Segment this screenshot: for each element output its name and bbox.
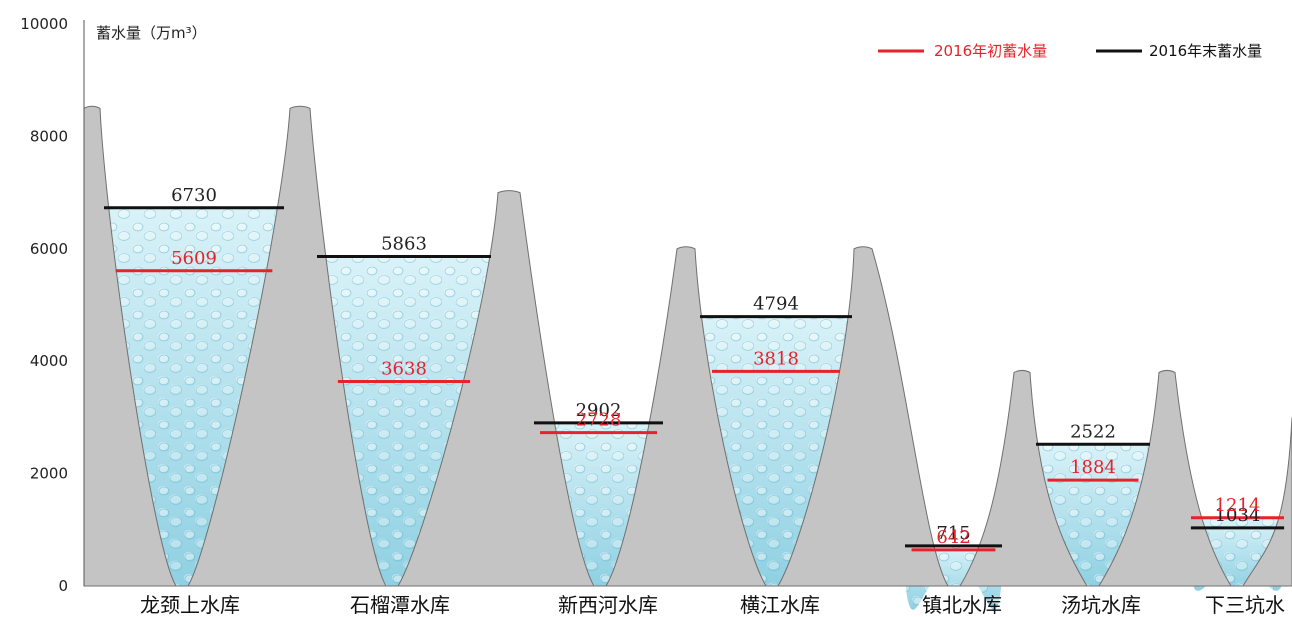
end-value-label: 2902 bbox=[576, 400, 622, 421]
begin-value-label: 3638 bbox=[381, 359, 427, 380]
begin-value-label: 1214 bbox=[1215, 495, 1261, 516]
legend-label-begin: 2016年初蓄水量 bbox=[934, 42, 1047, 60]
y-tick-label: 4000 bbox=[30, 352, 68, 370]
begin-value-label: 642 bbox=[936, 527, 970, 548]
y-tick-label: 8000 bbox=[30, 127, 68, 145]
begin-value-label: 1884 bbox=[1070, 457, 1116, 478]
category-label: 下三坑水 bbox=[1205, 593, 1285, 617]
category-label: 龙颈上水库 bbox=[140, 593, 240, 617]
y-tick-label: 0 bbox=[58, 577, 68, 595]
legend: 2016年初蓄水量 2016年末蓄水量 bbox=[878, 42, 1262, 60]
begin-value-label: 2728 bbox=[576, 410, 622, 431]
y-tick-label: 10000 bbox=[20, 15, 68, 33]
level-lines bbox=[104, 206, 1285, 552]
y-tick-labels: 0 2000 4000 6000 8000 10000 bbox=[20, 15, 68, 595]
end-value-label: 1034 bbox=[1215, 505, 1261, 526]
category-labels: 龙颈上水库 石榴潭水库 新西河水库 横江水库 镇北水库 汤坑水库 下三坑水 bbox=[140, 593, 1285, 617]
y-axis-title: 蓄水量（万m³） bbox=[96, 24, 207, 42]
mountain-shape bbox=[83, 105, 1292, 587]
end-value-label: 715 bbox=[936, 523, 970, 544]
category-label: 新西河水库 bbox=[558, 593, 658, 617]
category-label: 石榴潭水库 bbox=[350, 593, 450, 617]
begin-value-label: 5609 bbox=[171, 248, 217, 269]
end-value-label: 2522 bbox=[1070, 421, 1116, 442]
category-label: 镇北水库 bbox=[922, 593, 1002, 617]
end-value-label: 4794 bbox=[753, 294, 799, 315]
y-tick-label: 6000 bbox=[30, 240, 68, 258]
y-tick-label: 2000 bbox=[30, 465, 68, 483]
end-value-label: 5863 bbox=[381, 233, 427, 254]
category-label: 横江水库 bbox=[740, 593, 820, 617]
category-label: 汤坑水库 bbox=[1061, 593, 1141, 617]
begin-value-label: 3818 bbox=[753, 348, 799, 369]
legend-label-end: 2016年末蓄水量 bbox=[1149, 42, 1262, 60]
mountain-silhouette bbox=[83, 105, 1292, 587]
end-value-label: 6730 bbox=[171, 185, 217, 206]
